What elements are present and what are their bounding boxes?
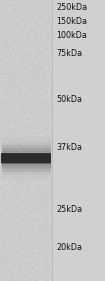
Bar bbox=[0, 0, 52, 281]
Text: 75kDa: 75kDa bbox=[56, 49, 82, 58]
Text: 50kDa: 50kDa bbox=[56, 96, 82, 105]
Text: 100kDa: 100kDa bbox=[56, 31, 87, 40]
Text: 250kDa: 250kDa bbox=[56, 3, 87, 12]
Text: 37kDa: 37kDa bbox=[56, 144, 82, 153]
Text: 20kDa: 20kDa bbox=[56, 244, 82, 253]
Text: 25kDa: 25kDa bbox=[56, 205, 82, 214]
Text: 150kDa: 150kDa bbox=[56, 17, 87, 26]
